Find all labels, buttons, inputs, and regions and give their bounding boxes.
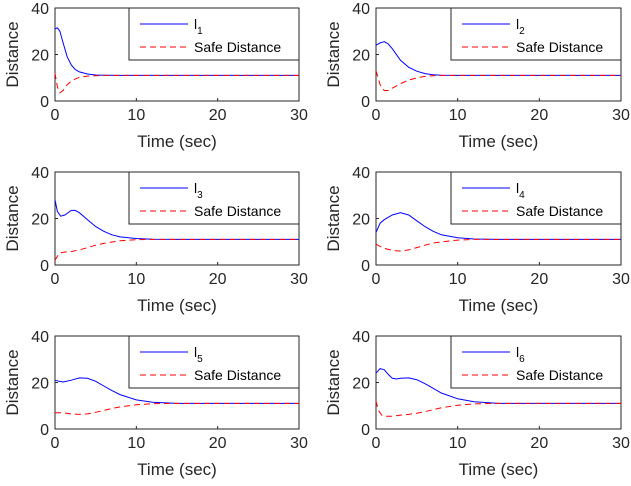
y-tick-label: 20 <box>31 212 49 229</box>
y-axis-label: Distance <box>3 21 22 87</box>
x-tick-label: 20 <box>209 271 227 288</box>
legend-entry-label: Safe Distance <box>516 367 603 383</box>
x-tick-label: 20 <box>530 107 548 124</box>
legend-entry-label: Safe Distance <box>516 203 603 219</box>
y-tick-label: 0 <box>40 258 49 275</box>
subplot-5: 0 10 20 30 0 20 40 Time (sec) Distance l5 Safe Dis… <box>3 329 308 479</box>
subplot-6: 0 10 20 30 0 20 40 Time (sec) Distance l6 Safe Dis… <box>324 329 630 479</box>
safe-distance-line <box>375 70 621 91</box>
x-tick-label: 30 <box>612 271 630 288</box>
x-tick-label: 20 <box>209 107 227 124</box>
legend-entry-label: l2 <box>516 16 525 37</box>
safe-distance-line <box>375 238 621 252</box>
subplot-3: 0 10 20 30 0 20 40 Time (sec) Distance l3 Safe Dis… <box>3 165 308 315</box>
x-tick-label: 0 <box>51 271 60 288</box>
x-tick-label: 10 <box>127 271 145 288</box>
y-tick-label: 40 <box>352 165 370 182</box>
subplot-1: 0 10 20 30 0 20 40 Time (sec) Distance l1 Safe Dis… <box>3 1 308 151</box>
safe-distance-line <box>54 73 299 94</box>
x-tick-label: 10 <box>127 435 145 452</box>
x-tick-label: 10 <box>449 107 467 124</box>
x-axis-label: Time (sec) <box>137 460 217 479</box>
x-tick-label: 0 <box>372 271 381 288</box>
x-tick-label: 20 <box>530 435 548 452</box>
x-tick-label: 30 <box>290 271 308 288</box>
legend-entry-subscript: 2 <box>519 26 525 37</box>
x-axis-label: Time (sec) <box>459 132 539 151</box>
x-tick-label: 30 <box>612 435 630 452</box>
x-tick-label: 0 <box>372 107 381 124</box>
x-tick-label: 0 <box>51 435 60 452</box>
y-axis-label: Distance <box>3 349 22 415</box>
legend-entry-label: l1 <box>194 16 203 37</box>
y-tick-label: 40 <box>352 1 370 18</box>
legend-entry-label: l4 <box>516 180 525 201</box>
y-axis-label: Distance <box>3 185 22 251</box>
legend-box <box>450 7 622 61</box>
x-tick-label: 30 <box>290 107 308 124</box>
legend-box <box>128 335 300 389</box>
distance-line <box>375 212 621 240</box>
safe-distance-line <box>375 400 621 417</box>
x-tick-label: 0 <box>51 107 60 124</box>
x-tick-label: 0 <box>372 435 381 452</box>
x-axis-label: Time (sec) <box>137 296 217 315</box>
legend-entry-label: l5 <box>194 344 203 365</box>
y-tick-label: 0 <box>361 422 370 439</box>
x-tick-label: 30 <box>612 107 630 124</box>
y-tick-label: 0 <box>361 258 370 275</box>
y-tick-label: 20 <box>31 376 49 393</box>
legend-box <box>128 171 300 225</box>
subplot-2: 0 10 20 30 0 20 40 Time (sec) Distance l2 Safe Dis… <box>324 1 630 151</box>
legend-entry-subscript: 3 <box>197 190 203 201</box>
legend-entry-label: Safe Distance <box>194 367 281 383</box>
legend-box <box>128 7 300 61</box>
legend-entry-label: l6 <box>516 344 525 365</box>
y-tick-label: 20 <box>352 212 370 229</box>
x-tick-label: 20 <box>209 435 227 452</box>
y-tick-label: 40 <box>31 1 49 18</box>
y-tick-label: 0 <box>40 94 49 111</box>
y-tick-label: 0 <box>40 422 49 439</box>
legend-entry-label: l3 <box>194 180 203 201</box>
x-axis-label: Time (sec) <box>459 460 539 479</box>
safe-distance-line <box>54 238 299 261</box>
legend-entry-label: Safe Distance <box>516 39 603 55</box>
y-tick-label: 40 <box>352 329 370 346</box>
safe-distance-line <box>55 402 299 415</box>
x-tick-label: 10 <box>449 435 467 452</box>
x-tick-label: 10 <box>449 271 467 288</box>
x-axis-label: Time (sec) <box>137 132 217 151</box>
y-tick-label: 20 <box>31 48 49 65</box>
distance-line <box>375 368 621 404</box>
x-axis-label: Time (sec) <box>459 296 539 315</box>
y-tick-label: 40 <box>31 165 49 182</box>
legend-box <box>450 335 622 389</box>
legend-entry-label: Safe Distance <box>194 39 281 55</box>
y-tick-label: 0 <box>361 94 370 111</box>
legend-entry-subscript: 4 <box>519 190 525 201</box>
x-tick-label: 10 <box>127 107 145 124</box>
y-tick-label: 40 <box>31 329 49 346</box>
y-tick-label: 20 <box>352 48 370 65</box>
y-axis-label: Distance <box>324 349 343 415</box>
x-tick-label: 20 <box>530 271 548 288</box>
subplot-4: 0 10 20 30 0 20 40 Time (sec) Distance l4 Safe Dis… <box>324 165 630 315</box>
x-tick-label: 30 <box>290 435 308 452</box>
y-tick-label: 20 <box>352 376 370 393</box>
legend-entry-subscript: 6 <box>519 354 525 365</box>
legend-entry-subscript: 5 <box>197 354 203 365</box>
legend-entry-label: Safe Distance <box>194 203 281 219</box>
legend-box <box>450 171 622 225</box>
y-axis-label: Distance <box>324 185 343 251</box>
legend-entry-subscript: 1 <box>197 26 203 37</box>
y-axis-label: Distance <box>324 21 343 87</box>
